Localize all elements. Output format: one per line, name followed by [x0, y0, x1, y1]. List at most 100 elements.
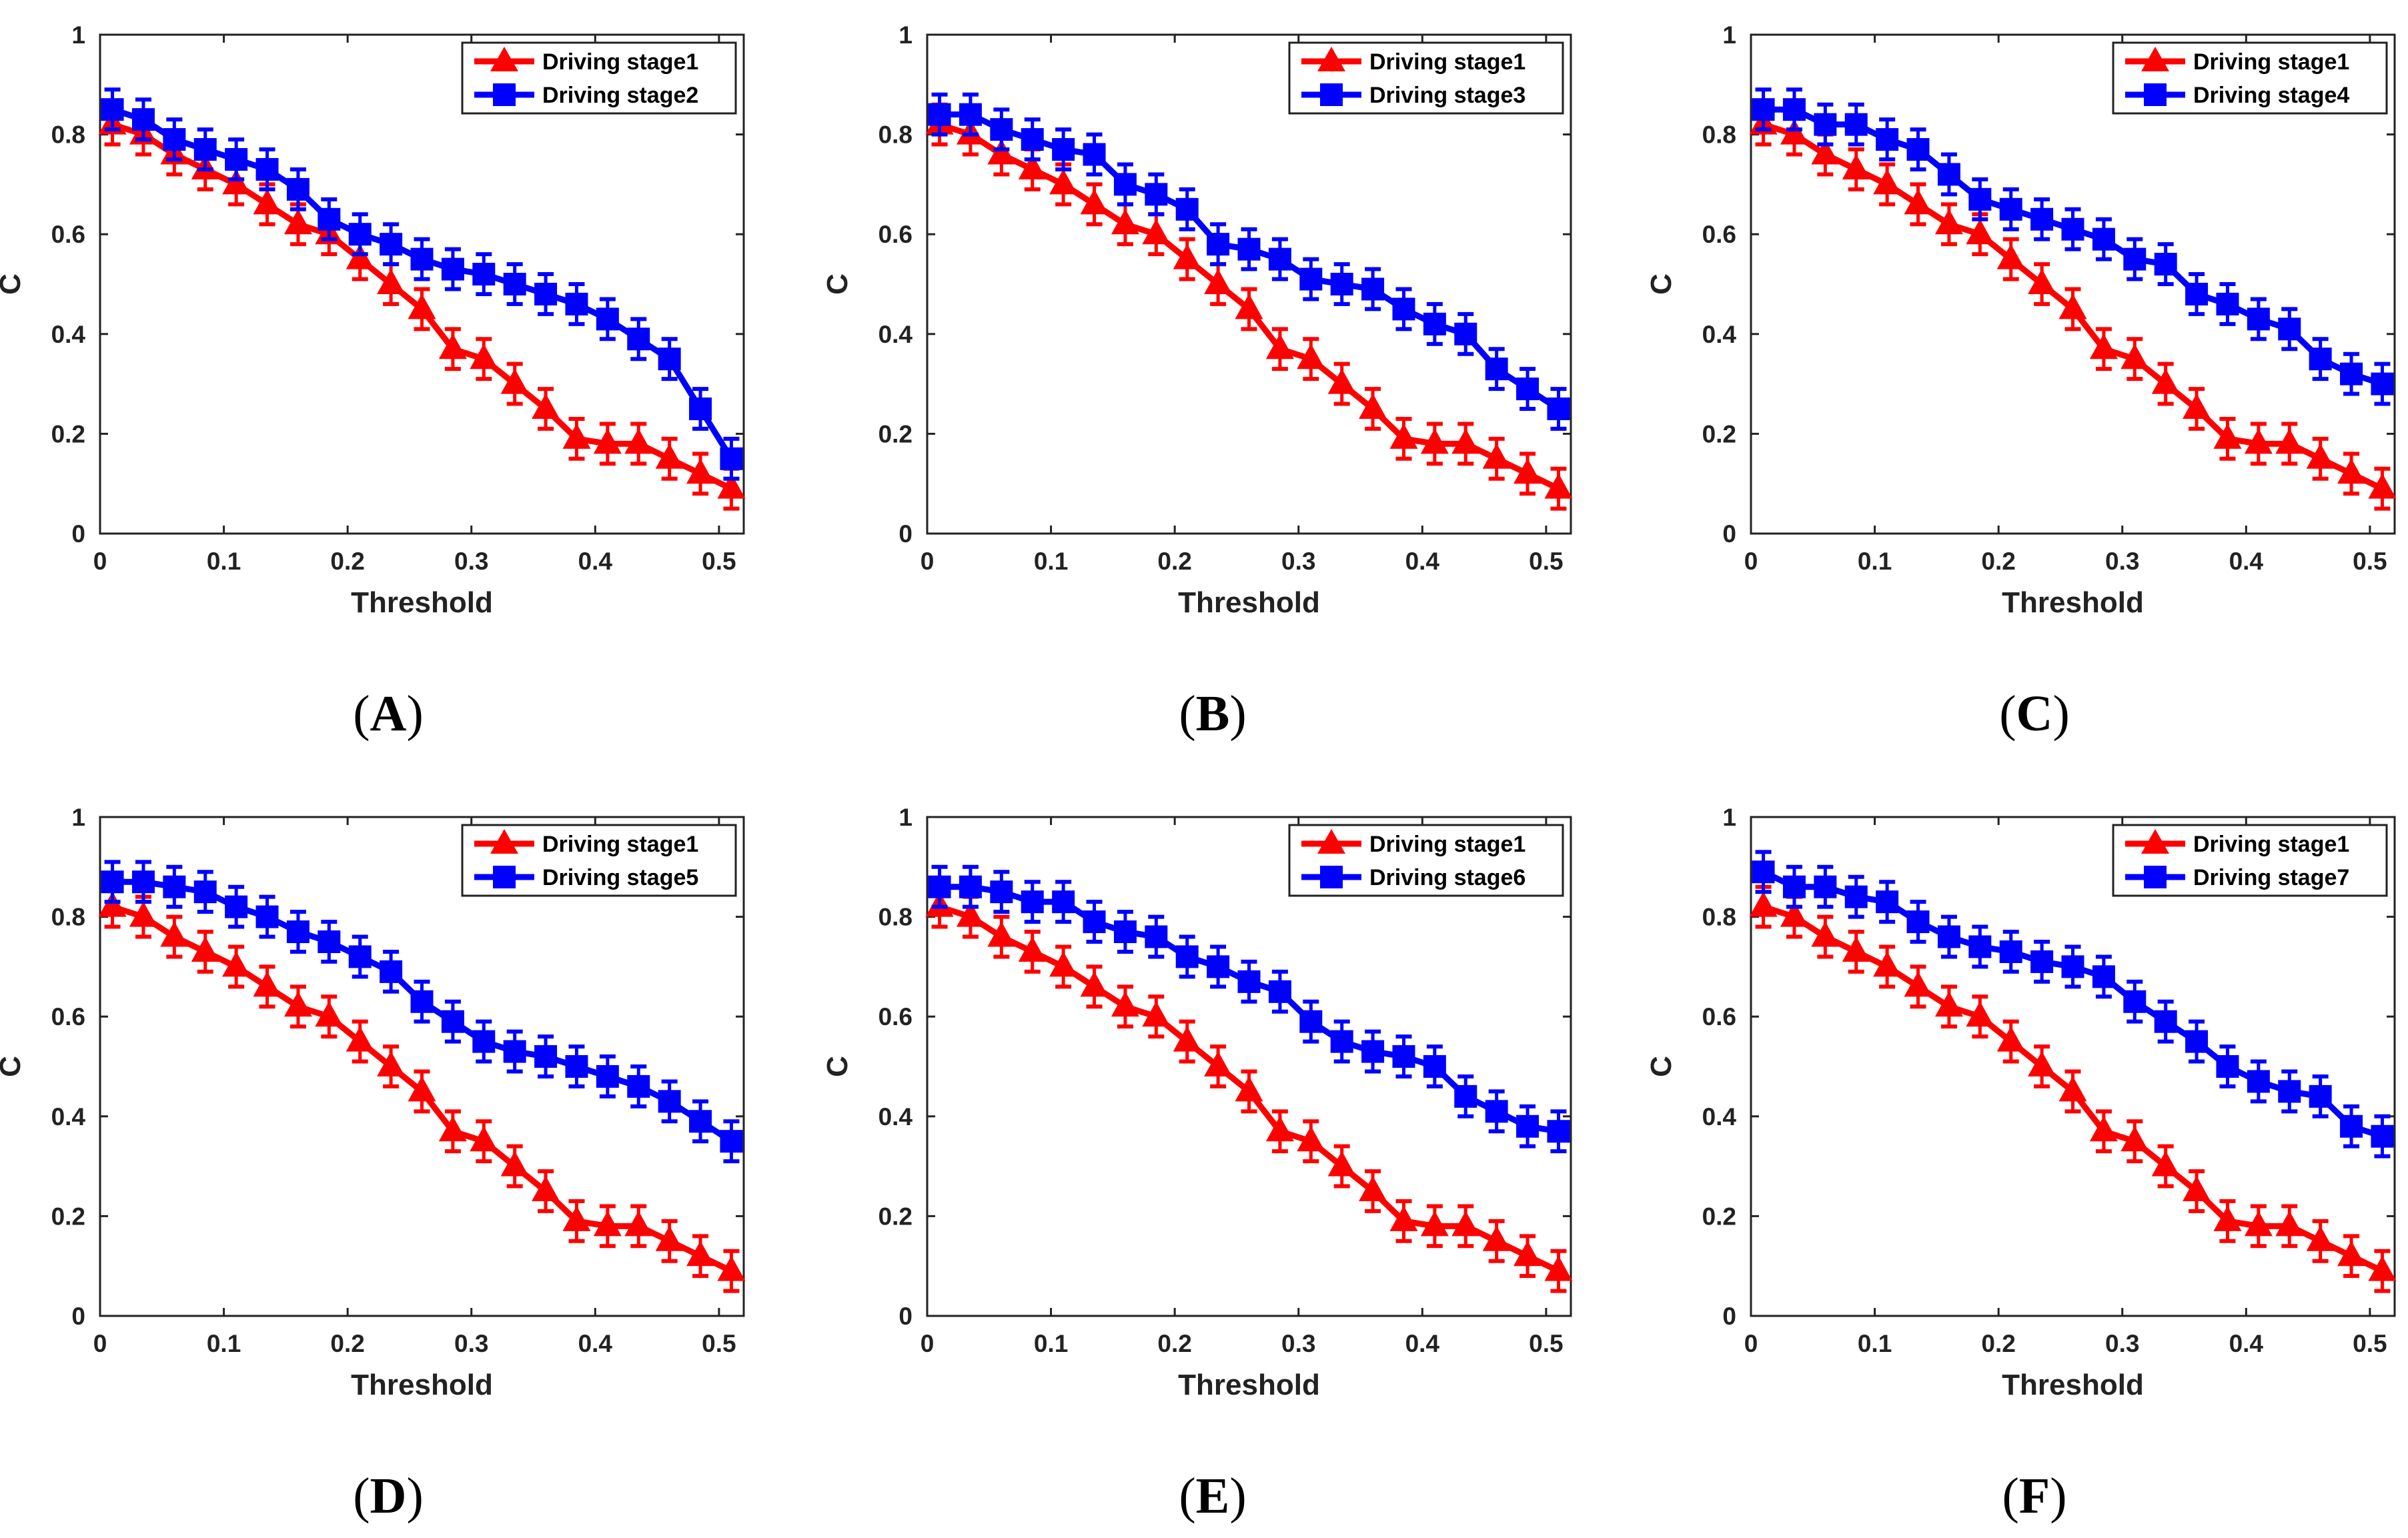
x-tick-label: 0.2 [1981, 1330, 2015, 1357]
data-point [2371, 1124, 2394, 1148]
legend-marker [1317, 829, 1345, 854]
legend-marker [1320, 83, 1343, 106]
data-point [1204, 269, 1233, 294]
series-driving-stage1 [1749, 102, 2397, 511]
x-tick-label: 0.1 [1858, 1330, 1892, 1357]
data-point [1876, 128, 1899, 151]
data-point [1966, 219, 1994, 245]
data-point [1844, 113, 1868, 136]
y-tick-label: 0 [71, 1303, 85, 1330]
data-point [593, 428, 622, 454]
data-point [1142, 219, 1171, 245]
data-point [1021, 890, 1044, 914]
data-point [1904, 189, 1932, 215]
data-point [1142, 1001, 1171, 1027]
series-driving-stage1 [1749, 884, 2397, 1293]
y-tick-label: 0 [71, 520, 85, 548]
y-tick-label: 0.4 [1702, 1103, 1737, 1130]
data-point [1420, 1211, 1449, 1237]
data-point [2309, 1084, 2332, 1108]
data-point [410, 990, 434, 1013]
y-tick-label: 0.8 [1702, 121, 1736, 149]
data-point [534, 1045, 558, 1068]
x-axis-label: Threshold [2002, 1369, 2144, 1401]
data-point [222, 169, 251, 195]
data-point [2309, 347, 2332, 371]
data-point [1173, 1026, 1201, 1052]
series-driving-stage5 [101, 860, 743, 1164]
data-point [1021, 128, 1044, 151]
data-point [348, 945, 372, 968]
data-point [1361, 277, 1385, 301]
data-point [1811, 139, 1840, 165]
series-driving-stage1 [925, 884, 1573, 1293]
legend-marker [2144, 83, 2167, 106]
data-point [562, 423, 591, 449]
data-point [129, 901, 157, 927]
data-point [1749, 891, 1778, 917]
legend-label: Driving stage7 [2193, 865, 2349, 890]
data-point [1937, 163, 1960, 186]
x-tick-label: 0.3 [1281, 548, 1315, 575]
data-point [2183, 394, 2211, 419]
data-point [346, 1026, 374, 1052]
data-point [959, 875, 982, 898]
data-point [286, 177, 310, 201]
y-tick-label: 0.2 [1702, 420, 1736, 448]
data-point [1018, 153, 1047, 179]
data-point [1049, 951, 1078, 977]
data-point [959, 103, 982, 126]
data-point [318, 207, 341, 231]
data-point [346, 243, 374, 269]
data-point [1780, 901, 1808, 927]
data-point [1145, 183, 1168, 206]
data-point [627, 327, 650, 351]
x-tick-label: 0.4 [578, 548, 613, 575]
x-tick-label: 0.5 [702, 548, 736, 575]
data-point [1297, 1126, 1325, 1152]
x-tick-label: 0 [1744, 548, 1758, 575]
data-point [1782, 98, 1806, 121]
data-point [377, 269, 406, 294]
x-tick-label: 0.2 [1981, 548, 2015, 575]
data-point [2058, 1076, 2087, 1102]
data-point [470, 343, 498, 369]
data-point [627, 1074, 650, 1098]
data-point [1389, 1205, 1418, 1231]
data-point [1516, 377, 1540, 401]
data-point [1268, 247, 1291, 271]
legend-label: Driving stage1 [1369, 832, 1526, 857]
legend-item: Driving stage1 [474, 829, 698, 857]
data-point [380, 233, 403, 256]
y-tick-label: 0.8 [51, 904, 85, 931]
y-tick-label: 1 [71, 804, 85, 831]
data-point [2123, 990, 2147, 1013]
data-point [2244, 428, 2273, 454]
data-point [2371, 372, 2394, 396]
data-point [1237, 970, 1261, 993]
data-point [658, 347, 681, 371]
data-point [1268, 980, 1291, 1003]
x-tick-label: 0 [921, 548, 935, 575]
y-tick-label: 1 [1722, 21, 1736, 49]
data-point [2151, 368, 2180, 394]
data-point [717, 473, 746, 499]
x-axis-label: Threshold [1178, 586, 1320, 619]
panel-label: (B) [1179, 686, 1246, 742]
data-point [655, 443, 684, 469]
data-point [101, 98, 124, 121]
data-point [1454, 1084, 1477, 1108]
x-axis-label: Threshold [2002, 586, 2144, 619]
data-point [1966, 1001, 1994, 1027]
data-point [2247, 1070, 2270, 1093]
x-tick-label: 0.3 [1281, 1330, 1315, 1357]
data-point [2121, 343, 2149, 369]
legend-label: Driving stage1 [2193, 49, 2349, 75]
x-tick-label: 0.3 [2105, 548, 2139, 575]
data-point [2216, 292, 2239, 315]
y-tick-label: 1 [71, 21, 85, 49]
data-point [1080, 189, 1109, 215]
data-point [1392, 297, 1415, 321]
data-point [2213, 1205, 2242, 1231]
